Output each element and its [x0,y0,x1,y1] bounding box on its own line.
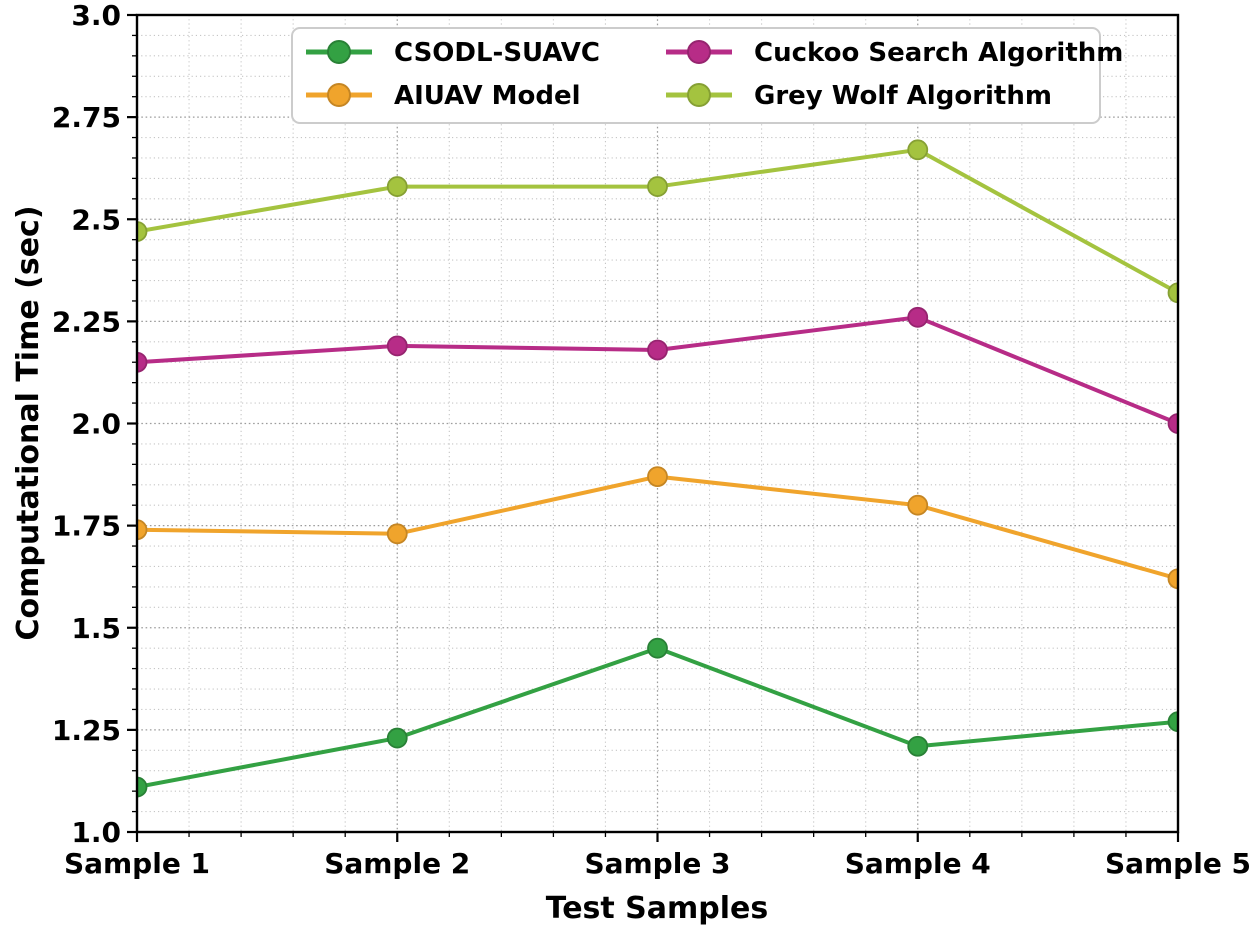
data-point-cuckoo-search-algorithm [647,339,668,361]
data-point-cuckoo-search-algorithm [1167,413,1178,434]
y-tick-label: 1.0 [71,816,121,849]
legend-swatch-marker [327,40,351,64]
data-point-grey-wolf-algorithm [386,176,408,197]
x-tick-label: Sample 4 [845,847,991,880]
data-point-grey-wolf-algorithm [137,221,148,242]
data-point-aiuav-model [386,523,408,545]
data-point-aiuav-model [1167,568,1178,590]
legend-swatch-marker [327,83,351,107]
y-tick-label: 3.0 [71,0,121,32]
legend-box [291,27,1101,124]
x-axis-label: Test Samples [546,891,769,926]
y-tick-label: 1.5 [71,612,121,645]
x-tick-label: Sample 1 [64,847,210,880]
data-point-cuckoo-search-algorithm [907,306,929,328]
legend-item-label: Cuckoo Search Algorithm [754,38,1123,68]
data-point-csodl-suavc [1167,711,1178,733]
legend-swatch-marker [687,83,711,107]
data-point-cuckoo-search-algorithm [137,351,148,373]
data-point-csodl-suavc [647,637,668,659]
grid-lines [137,15,1178,832]
data-point-aiuav-model [907,494,929,516]
data-point-grey-wolf-algorithm [907,139,929,161]
data-point-aiuav-model [647,466,668,488]
data-point-csodl-suavc [386,727,408,749]
legend: CSODL-SUAVC AIUAV Model Cuckoo Search Algo… [291,27,1123,124]
x-tick-label: Sample 5 [1105,847,1251,880]
y-tick-label: 2.0 [71,408,121,441]
y-axis-label: Computational Time (sec) [11,205,46,640]
data-series-layer [137,139,1178,798]
legend-item-label: CSODL-SUAVC [394,38,600,68]
data-point-grey-wolf-algorithm [1167,282,1178,304]
legend-item-label: AIUAV Model [394,81,581,111]
legend-item-label: Grey Wolf Algorithm [754,81,1052,111]
y-tick-label: 2.5 [71,203,121,236]
y-tick-label: 2.75 [52,101,121,134]
legend-swatch-marker [687,40,711,64]
data-point-csodl-suavc [137,776,148,798]
y-tick-label: 1.25 [52,714,121,747]
data-point-cuckoo-search-algorithm [386,335,408,357]
x-tick-label: Sample 2 [324,847,470,880]
data-point-grey-wolf-algorithm [647,176,668,197]
data-point-aiuav-model [137,519,148,541]
x-tick-label: Sample 3 [584,847,730,880]
y-tick-label: 2.25 [52,305,121,338]
axis-ticks-and-labels: 1.0 1.25 1.5 1.75 2.0 2.25 2.5 2.75 3.0 Sample 1 S… [52,0,1251,880]
data-point-csodl-suavc [907,735,929,757]
y-tick-label: 1.75 [52,510,121,543]
